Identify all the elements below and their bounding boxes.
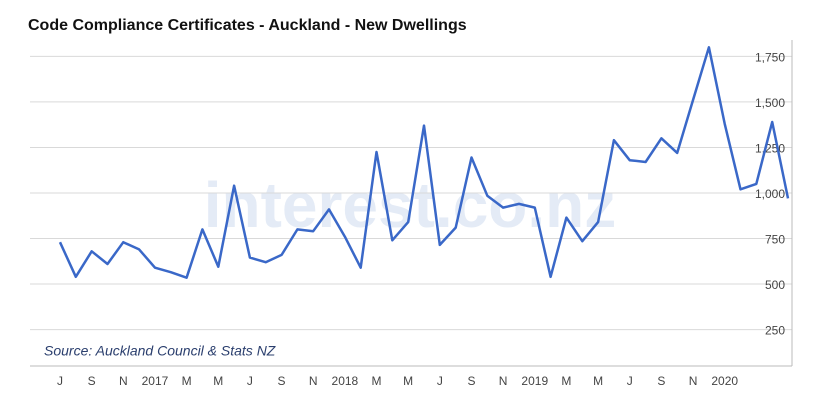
x-tick-label: J <box>57 374 63 388</box>
x-tick-label: 2019 <box>521 374 548 388</box>
x-tick-label: N <box>499 374 508 388</box>
y-tick-label: 1,250 <box>755 142 785 156</box>
y-tick-label: 750 <box>765 233 785 247</box>
x-tick-label: S <box>88 374 96 388</box>
data-line <box>58 46 790 279</box>
x-tick-label: S <box>278 374 286 388</box>
chart-title: Code Compliance Certificates - Auckland … <box>28 17 467 34</box>
x-tick-label: M <box>561 374 571 388</box>
y-tick-label: 250 <box>765 324 785 338</box>
x-tick-label: S <box>657 374 665 388</box>
source-note: Source: Auckland Council & Stats NZ <box>44 343 276 359</box>
x-tick-label: J <box>627 374 633 388</box>
x-tick-label: M <box>372 374 382 388</box>
y-tick-label: 500 <box>765 278 785 292</box>
x-tick-label: N <box>689 374 698 388</box>
x-tick-label: 2018 <box>332 374 359 388</box>
x-tick-label: 2020 <box>711 374 738 388</box>
y-tick-label: 1,000 <box>755 187 785 201</box>
x-tick-label: M <box>213 374 223 388</box>
y-tick-label: 1,500 <box>755 96 785 110</box>
x-tick-label: J <box>437 374 443 388</box>
x-tick-label: N <box>309 374 318 388</box>
x-tick-label: S <box>467 374 475 388</box>
x-tick-label: M <box>593 374 603 388</box>
x-tick-label: N <box>119 374 128 388</box>
x-tick-label: J <box>247 374 253 388</box>
x-tick-label: 2017 <box>142 374 169 388</box>
x-tick-label: M <box>182 374 192 388</box>
y-tick-label: 1,750 <box>755 51 785 65</box>
x-tick-label: M <box>403 374 413 388</box>
